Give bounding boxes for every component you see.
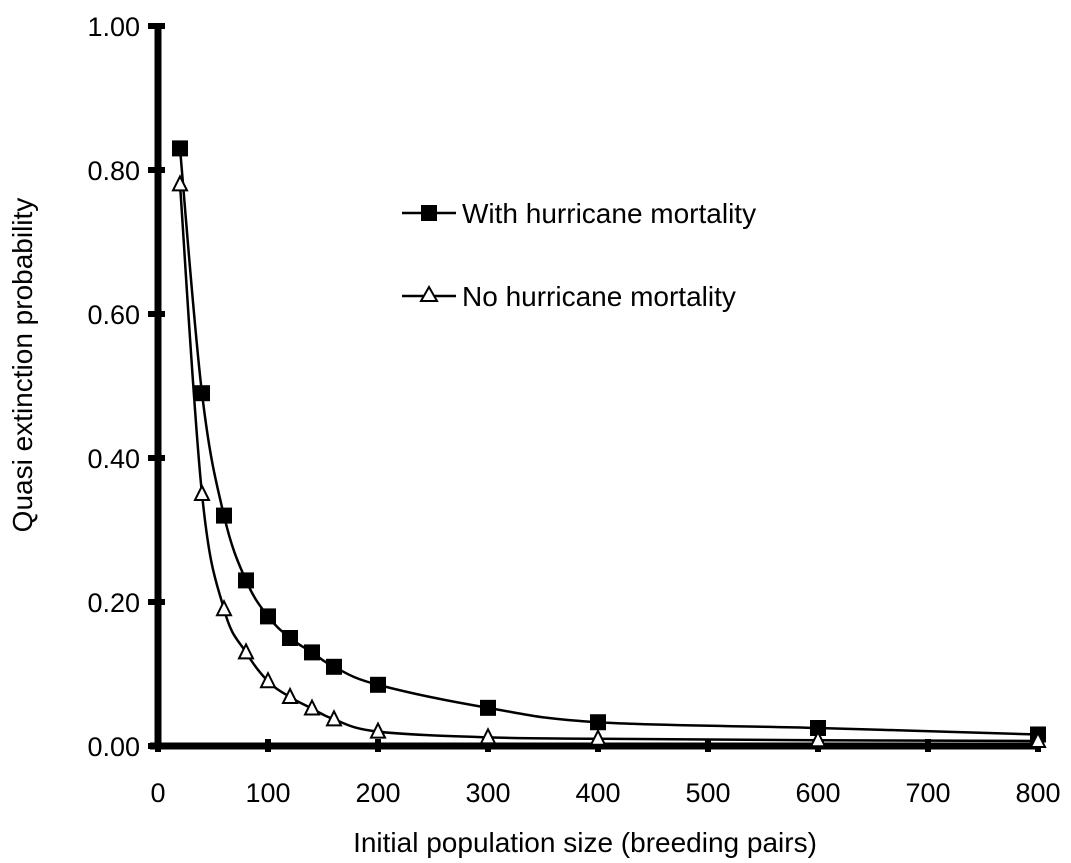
data-point-triangle (479, 727, 497, 745)
data-point-triangle (369, 721, 387, 739)
data-point-triangle (325, 709, 343, 727)
data-point-square (810, 720, 826, 736)
legend-square-marker-icon (421, 205, 437, 221)
x-tick-label: 700 (905, 778, 950, 808)
data-point-square (238, 572, 254, 589)
y-tick-label: 1.00 (87, 12, 140, 42)
y-tick-label: 0.20 (87, 588, 140, 618)
x-axis-title: Initial population size (breeding pairs) (353, 827, 817, 858)
x-tick-label: 500 (685, 778, 730, 808)
legend-item-no-hurricane: No hurricane mortality (402, 281, 736, 312)
x-tick-label: 600 (795, 778, 840, 808)
y-tick-label: 0.60 (87, 300, 140, 330)
data-point-triangle (193, 483, 211, 501)
data-point-square (260, 608, 276, 625)
x-axis-ticks: 0 100 200 300 400 500 600 700 800 (150, 739, 1061, 808)
data-point-square (304, 644, 320, 661)
data-point-triangle (259, 670, 277, 689)
legend-label-no-hurricane: No hurricane mortality (462, 281, 736, 312)
data-point-triangle (215, 598, 233, 617)
data-point-square (282, 630, 298, 646)
y-tick-label: 0.40 (87, 444, 140, 474)
data-point-triangle (281, 686, 299, 705)
data-point-square (172, 140, 188, 157)
data-point-square (370, 676, 386, 693)
legend-item-with-hurricane: With hurricane mortality (402, 198, 756, 229)
series-with-hurricane (172, 140, 1046, 743)
y-tick-label: 0.00 (87, 732, 140, 762)
x-tick-label: 400 (575, 778, 620, 808)
data-point-triangle (809, 730, 827, 748)
x-tick-label: 0 (150, 778, 165, 808)
x-tick-label: 100 (245, 778, 290, 808)
series-no-hurricane (171, 174, 1047, 748)
data-point-square (194, 385, 210, 402)
data-point-square (480, 699, 496, 716)
x-tick-label: 200 (355, 778, 400, 808)
data-point-triangle (589, 728, 607, 746)
data-point-square (590, 714, 606, 731)
data-point-square (216, 507, 232, 524)
series-layer (171, 140, 1047, 748)
y-tick-label: 0.80 (87, 156, 140, 186)
data-point-square (326, 658, 342, 675)
data-point-triangle (237, 642, 255, 660)
x-tick-label: 800 (1015, 778, 1060, 808)
data-point-triangle (303, 698, 321, 716)
data-point-triangle (171, 174, 189, 192)
legend-triangle-marker-icon (419, 284, 439, 302)
y-axis-ticks: 0.00 0.20 0.40 0.60 0.80 1.00 (87, 12, 165, 762)
y-axis-title: Quasi extinction probability (7, 198, 38, 533)
data-point-triangle (1029, 730, 1047, 748)
legend-label-with-hurricane: With hurricane mortality (462, 198, 756, 229)
legend: With hurricane mortality No hurricane mo… (402, 198, 756, 312)
x-tick-label: 300 (465, 778, 510, 808)
